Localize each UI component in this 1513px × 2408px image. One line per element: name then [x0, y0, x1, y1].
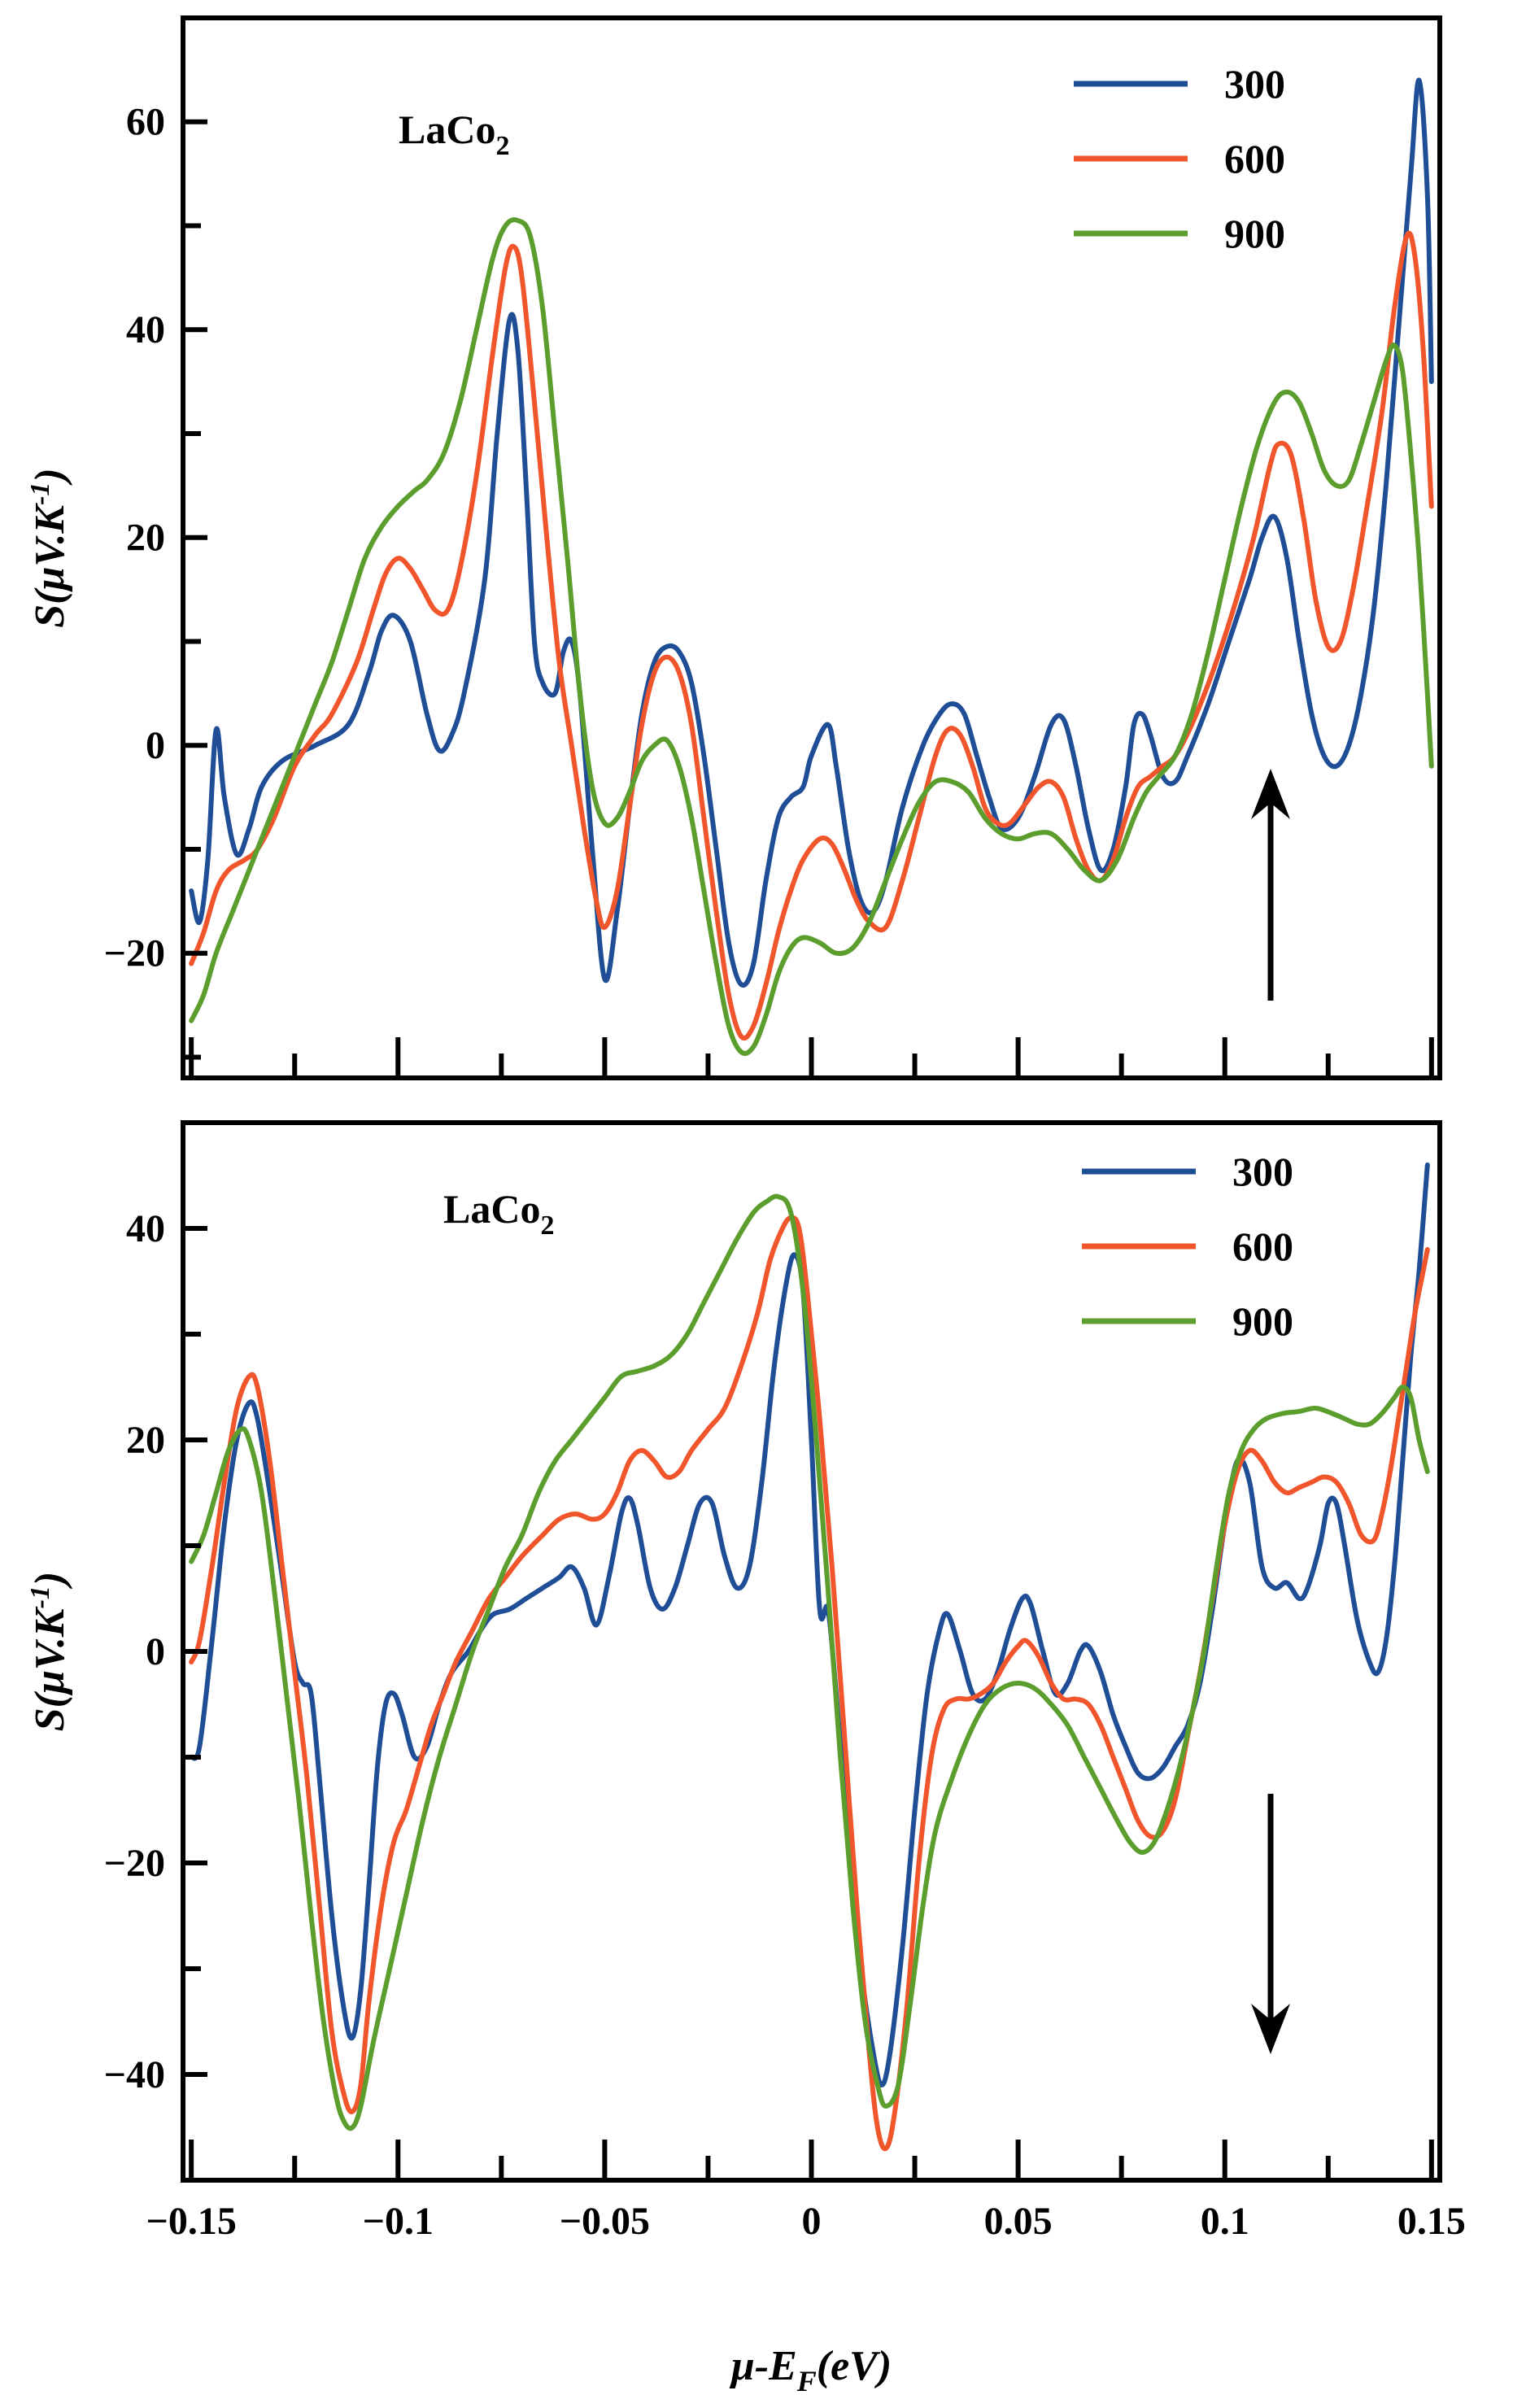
y-tick-label: −20 — [104, 932, 165, 975]
legend: 300 600 900 — [1082, 1149, 1293, 1344]
legend-label-300: 300 — [1224, 61, 1285, 107]
compound-label: LaCo2 — [399, 107, 509, 161]
legend: 300 600 900 — [1074, 61, 1285, 256]
legend-label-300: 300 — [1232, 1149, 1293, 1194]
x-tick-label: 0.1 — [1201, 2200, 1249, 2243]
bottom-panel: −40 −20 0 20 40 −0.15 −0.1 −0.05 0 0.05 0.1 0.15 S(μ… — [25, 1120, 1466, 2397]
top-panel: −20 0 20 40 60 S(μV.K-1) LaCo2 300 600 900 — [25, 15, 1442, 1080]
spin-up-arrow-icon — [1251, 769, 1290, 819]
legend-label-600: 600 — [1224, 136, 1285, 181]
x-tick-label: −0.05 — [560, 2200, 650, 2243]
compound-label: LaCo2 — [443, 1186, 554, 1241]
y-tick-label: 0 — [146, 724, 165, 767]
y-tick-label: 40 — [126, 1207, 165, 1250]
legend-label-600: 600 — [1232, 1224, 1293, 1269]
series-line-600 — [189, 1215, 1430, 2152]
x-tick-label: 0 — [802, 2200, 822, 2243]
y-axis-label: S(μV.K-1) — [25, 1572, 73, 1731]
y-tick-label: 20 — [126, 517, 165, 560]
y-tick-label: −20 — [104, 1842, 165, 1885]
y-tick-label: 0 — [146, 1630, 165, 1673]
series-group — [189, 77, 1434, 1056]
legend-label-900: 900 — [1224, 211, 1285, 256]
x-axis-label: μ-EF(eV) — [729, 2343, 892, 2397]
series-line-900 — [189, 1193, 1430, 2131]
series-group — [189, 1163, 1430, 2152]
plot-frame — [181, 1120, 1442, 2183]
series-line-300 — [189, 1163, 1430, 2087]
series-line-900 — [189, 217, 1434, 1056]
x-tick-label: 0.05 — [984, 2200, 1053, 2243]
x-tick-label: 0.15 — [1397, 2200, 1466, 2243]
x-tick-label: −0.15 — [146, 2200, 236, 2243]
legend-label-900: 900 — [1232, 1298, 1293, 1344]
y-tick-label: 20 — [126, 1419, 165, 1462]
y-tick-label: 60 — [126, 101, 165, 144]
series-line-300 — [189, 77, 1434, 988]
y-axis-label: S(μV.K-1) — [25, 468, 73, 627]
series-line-600 — [189, 230, 1434, 1041]
y-tick-label: −40 — [104, 2053, 165, 2096]
spin-down-arrow-icon — [1251, 2004, 1290, 2054]
x-tick-label: −0.1 — [363, 2200, 434, 2243]
y-tick-label: 40 — [126, 308, 165, 351]
